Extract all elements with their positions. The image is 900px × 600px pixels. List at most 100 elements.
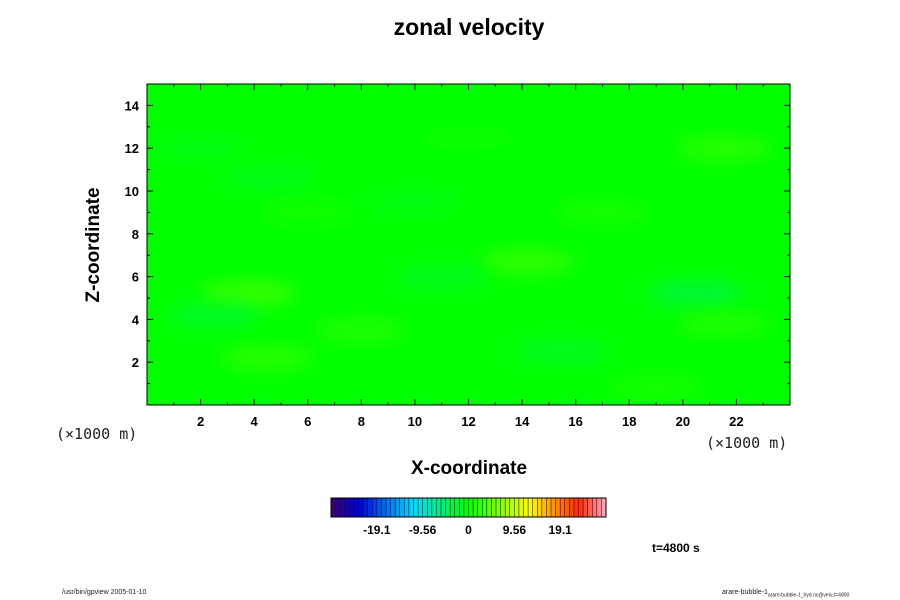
colorbar-cell (532, 498, 538, 517)
x-tick-label: 16 (568, 414, 582, 429)
heatmap-blob-9 (675, 310, 772, 337)
colorbar-cell (422, 498, 428, 517)
colorbar-cell (399, 498, 405, 517)
footer-right-sub: arare-bubble-1_hyd.nc@velu,t=4800 (767, 592, 850, 599)
y-axis: 2 4 6 8 10 12 14 (125, 98, 790, 385)
heatmap-blob-17 (420, 124, 517, 151)
colorbar-cell (551, 498, 556, 517)
colorbar-cell (496, 498, 501, 517)
x-tick-label: 8 (358, 414, 365, 429)
colorbar-cell (418, 498, 424, 517)
colorbar-cell (541, 498, 547, 517)
colorbar-cell (528, 498, 534, 517)
colorbar-cell (376, 498, 382, 517)
colorbar-cell (578, 498, 584, 517)
y-axis-unit: (×1000 m) (56, 425, 138, 443)
colorbar-cell (331, 498, 336, 517)
colorbar-cell (463, 498, 469, 517)
colorbar-cell (353, 498, 359, 517)
heatmap-blob-15 (366, 188, 463, 215)
heatmap-blob-14 (514, 338, 611, 365)
x-tick-label: 12 (461, 414, 475, 429)
colorbar-cell (482, 498, 488, 517)
footer-right-main: arare-bubble-1 (722, 589, 768, 596)
colorbar-cell (505, 498, 511, 517)
colorbar-cell (500, 498, 506, 517)
colorbar-cell (491, 498, 497, 517)
heatmap-blob-3 (219, 165, 316, 192)
heatmap-blob-8 (152, 135, 249, 162)
heatmap-blob-11 (313, 317, 410, 344)
colorbar-tick-label: 9.56 (503, 523, 527, 537)
colorbar-cell (390, 498, 396, 517)
heatmap-blob-12 (554, 199, 651, 226)
colorbar-cell (573, 498, 579, 517)
heatmap-blob-5 (479, 248, 576, 275)
colorbar-frame (330, 497, 607, 518)
x-tick-label: 4 (251, 414, 259, 429)
colorbar-tick-label: -19.1 (363, 523, 391, 537)
heatmap-blob-6 (675, 135, 772, 162)
heatmap-blob-1 (200, 280, 297, 307)
y-tick-label: 2 (132, 355, 139, 370)
y-tick-label: 10 (125, 184, 139, 199)
heatmap-field (147, 84, 790, 405)
colorbar-cell (583, 498, 589, 517)
x-tick-label: 10 (408, 414, 422, 429)
heatmap-blob-2 (219, 344, 316, 371)
colorbar-cell (468, 498, 474, 517)
colorbar-cell (454, 498, 460, 517)
x-axis: 2 4 6 8 10 12 14 16 18 20 22 (173, 84, 764, 429)
colorbar-cell (445, 498, 451, 517)
colorbar-cell (473, 498, 479, 517)
y-tick-label: 6 (132, 270, 139, 285)
heatmap-blob-13 (259, 199, 356, 226)
colorbar-tick-label: -9.56 (409, 523, 437, 537)
colorbar-cell (569, 498, 575, 517)
colorbar-cell (372, 498, 378, 517)
colorbar-cell (546, 498, 552, 517)
colorbar-cell (386, 498, 391, 517)
colorbar-cell (427, 498, 433, 517)
heatmap-blob-10 (165, 302, 262, 329)
x-axis-label: X-coordinate (410, 458, 528, 479)
colorbar-cell (596, 498, 602, 517)
colorbar-tick-label: 19.1 (548, 523, 572, 537)
time-label: t=4800 s (652, 541, 700, 555)
colorbar-cell (518, 498, 524, 517)
y-tick-label: 4 (132, 312, 140, 327)
colorbar-cell (601, 498, 607, 517)
footer-left: /usr/bin/gpview 2005-01-10 (62, 589, 147, 596)
x-tick-label: 22 (729, 414, 743, 429)
colorbar (330, 497, 607, 518)
colorbar-cell (555, 498, 561, 517)
colorbar-cell (335, 498, 341, 517)
colorbar-cell (509, 498, 515, 517)
y-axis-label: Z-coordinate (83, 187, 104, 303)
colorbar-cell (486, 498, 492, 517)
colorbar-cell (450, 498, 456, 517)
colorbar-cell (564, 498, 570, 517)
colorbar-cell (441, 498, 446, 517)
colorbar-cell (459, 498, 465, 517)
footer-right: arare-bubble-1arare-bubble-1_hyd.nc@velu… (722, 589, 849, 598)
colorbar-cell (560, 498, 566, 517)
x-axis-unit: (×1000 m) (706, 434, 788, 452)
colorbar-cell (436, 498, 442, 517)
y-tick-label: 14 (125, 98, 140, 113)
colorbar-cell (404, 498, 410, 517)
colorbar-cell (537, 498, 543, 517)
colorbar-cell (340, 498, 346, 517)
colorbar-cell (349, 498, 355, 517)
colorbar-cell (592, 498, 598, 517)
colorbar-cell (358, 498, 364, 517)
colorbar-cell (413, 498, 419, 517)
colorbar-tick-label: 0 (465, 523, 472, 537)
colorbar-cell (381, 498, 387, 517)
x-tick-label: 2 (197, 414, 204, 429)
colorbar-cell (367, 498, 373, 517)
colorbar-cell (344, 498, 350, 517)
chart-title: zonal velocity (393, 14, 545, 40)
colorbar-cell (395, 498, 401, 517)
x-tick-label: 14 (515, 414, 530, 429)
